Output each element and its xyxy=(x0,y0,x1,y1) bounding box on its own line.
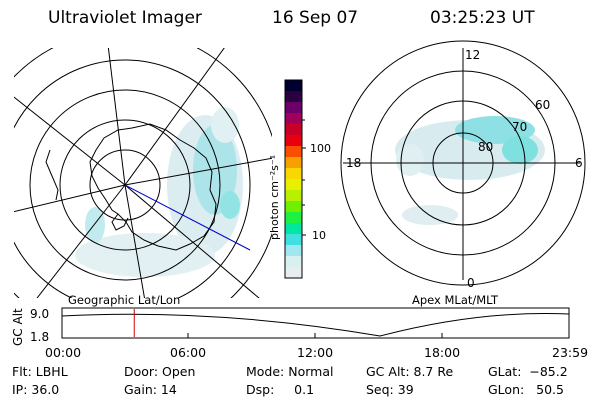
apex-caption: Apex MLat/MLT xyxy=(412,293,499,307)
colorbar-ticks xyxy=(302,119,306,236)
gain-info: Gain: 14 xyxy=(124,382,177,397)
mlat-label-80: 80 xyxy=(478,140,493,154)
mode-info: Mode: Normal xyxy=(246,364,334,379)
colorbar-segment xyxy=(285,223,302,235)
colorbar-segment xyxy=(285,168,302,180)
time-label: 03:25:23 UT xyxy=(430,8,535,28)
x-tick-0000: 00:00 xyxy=(45,345,81,360)
colorbar-segment xyxy=(285,234,302,246)
mlt-label-12: 12 xyxy=(465,48,480,62)
colorbar-segment xyxy=(285,201,302,213)
intensity-colorbar xyxy=(284,79,303,279)
colorbar-segment xyxy=(285,212,302,224)
ip-info: IP: 36.0 xyxy=(12,382,60,397)
colorbar-segment xyxy=(285,135,302,147)
colorbar-segment xyxy=(285,80,302,92)
mlat-label-70: 70 xyxy=(512,120,527,134)
colorbar-segment xyxy=(285,190,302,202)
colorbar-segment xyxy=(285,91,302,103)
x-tick-2359: 23:59 xyxy=(552,345,588,360)
instrument-title: Ultraviolet Imager xyxy=(48,8,202,28)
filter-info: Flt: LBHL xyxy=(12,364,68,379)
colorbar-segment xyxy=(285,102,302,114)
seq-info: Seq: 39 xyxy=(366,382,414,397)
colorbar-segment xyxy=(285,157,302,169)
geographic-caption: Geographic Lat/Lon xyxy=(68,293,180,307)
colorbar-segment xyxy=(285,179,302,191)
gc-alt-info: GC Alt: 8.7 Re xyxy=(366,364,454,379)
colorbar-tick-100: 100 xyxy=(310,142,331,155)
antarctic-peninsula xyxy=(45,149,129,231)
y-tick-bottom: 1.8 xyxy=(30,330,49,344)
colorbar-segment xyxy=(285,124,302,136)
mlt-label-18: 18 xyxy=(346,156,361,170)
apex-polar-map xyxy=(395,116,545,225)
mlt-label-6: 6 xyxy=(575,156,583,170)
colorbar-label: photon cm⁻²s⁻¹ xyxy=(268,155,281,240)
colorbar-segment xyxy=(285,267,302,279)
x-tick-0600: 06:00 xyxy=(170,345,206,360)
mlt-label-0: 0 xyxy=(467,276,475,290)
colorbar-segment xyxy=(285,113,302,125)
glat-info: GLat: −85.2 xyxy=(488,364,568,379)
mlt-axes xyxy=(343,48,580,280)
aurora-emission-right xyxy=(395,116,545,225)
geographic-map xyxy=(14,48,272,298)
colorbar-segment xyxy=(285,256,302,268)
date-label: 16 Sep 07 xyxy=(272,8,359,28)
spacecraft-track xyxy=(124,184,251,251)
meridian-lines xyxy=(14,48,272,298)
y-tick-top: 9.0 xyxy=(30,307,49,321)
colorbar-tick-10: 10 xyxy=(312,229,326,242)
colorbar-segment xyxy=(285,146,302,158)
x-tick-1200: 12:00 xyxy=(297,345,333,360)
gc-alt-axis-label: GC Alt xyxy=(11,308,25,346)
dsp-info: Dsp: 0.1 xyxy=(246,382,315,397)
antarctica-coastline xyxy=(89,123,217,251)
door-info: Door: Open xyxy=(124,364,196,379)
mlat-label-60: 60 xyxy=(535,98,550,112)
timeline-ticks xyxy=(61,333,570,338)
aurora-emission-left xyxy=(75,107,243,277)
x-tick-1800: 18:00 xyxy=(424,345,460,360)
latitude-circles xyxy=(14,48,272,298)
altitude-curve xyxy=(61,312,570,337)
colorbar-segment xyxy=(285,245,302,257)
glon-info: GLon: 50.5 xyxy=(488,382,564,397)
colorbar-frame xyxy=(284,79,303,279)
